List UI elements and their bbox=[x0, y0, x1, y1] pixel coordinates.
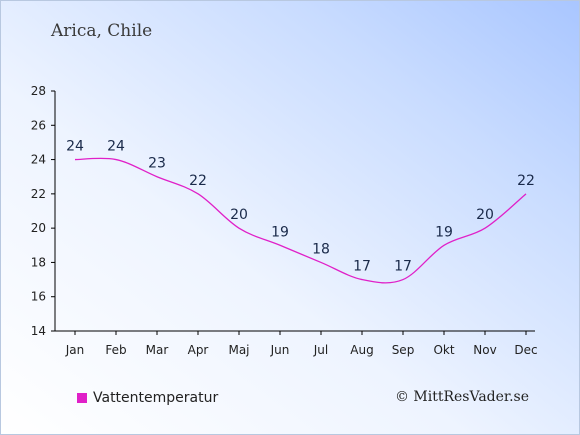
x-tick-label: Maj bbox=[228, 343, 249, 357]
location-title: Arica, Chile bbox=[51, 21, 153, 41]
data-label: 20 bbox=[230, 207, 248, 223]
x-tick-label: Mar bbox=[146, 343, 169, 357]
y-tick-label: 16 bbox=[31, 290, 46, 304]
data-label: 18 bbox=[312, 241, 330, 257]
y-tick-label: 28 bbox=[31, 84, 46, 98]
data-label: 19 bbox=[271, 224, 289, 240]
data-label: 17 bbox=[353, 259, 371, 275]
legend-label: Vattentemperatur bbox=[93, 390, 219, 406]
y-tick-label: 18 bbox=[31, 255, 46, 269]
x-tick-label: Jul bbox=[313, 343, 328, 357]
data-label: 20 bbox=[476, 207, 494, 223]
data-label: 19 bbox=[435, 224, 453, 240]
x-tick-label: Okt bbox=[433, 343, 454, 357]
x-tick-label: Dec bbox=[514, 343, 537, 357]
y-tick-label: 24 bbox=[31, 153, 46, 167]
x-tick-label: Apr bbox=[188, 343, 209, 357]
data-label: 22 bbox=[189, 173, 207, 189]
series-line-vattentemperatur bbox=[74, 157, 527, 284]
data-label: 23 bbox=[148, 156, 166, 172]
x-tick-label: Jan bbox=[65, 343, 85, 357]
legend-swatch bbox=[77, 393, 87, 403]
x-tick-label: Feb bbox=[105, 343, 126, 357]
x-tick-label: Jun bbox=[270, 343, 290, 357]
data-label: 24 bbox=[107, 139, 125, 155]
x-tick-label: Sep bbox=[392, 343, 415, 357]
y-tick-label: 14 bbox=[31, 324, 46, 338]
y-tick-label: 20 bbox=[31, 221, 46, 235]
data-label: 17 bbox=[394, 259, 412, 275]
data-label: 24 bbox=[66, 139, 84, 155]
x-tick-label: Aug bbox=[350, 343, 373, 357]
x-tick-label: Nov bbox=[473, 343, 496, 357]
credit-text: © MittResVader.se bbox=[394, 389, 529, 405]
y-tick-label: 26 bbox=[31, 118, 46, 132]
y-tick-label: 22 bbox=[31, 187, 46, 201]
data-label: 22 bbox=[517, 173, 535, 189]
legend: Vattentemperatur bbox=[77, 390, 218, 406]
